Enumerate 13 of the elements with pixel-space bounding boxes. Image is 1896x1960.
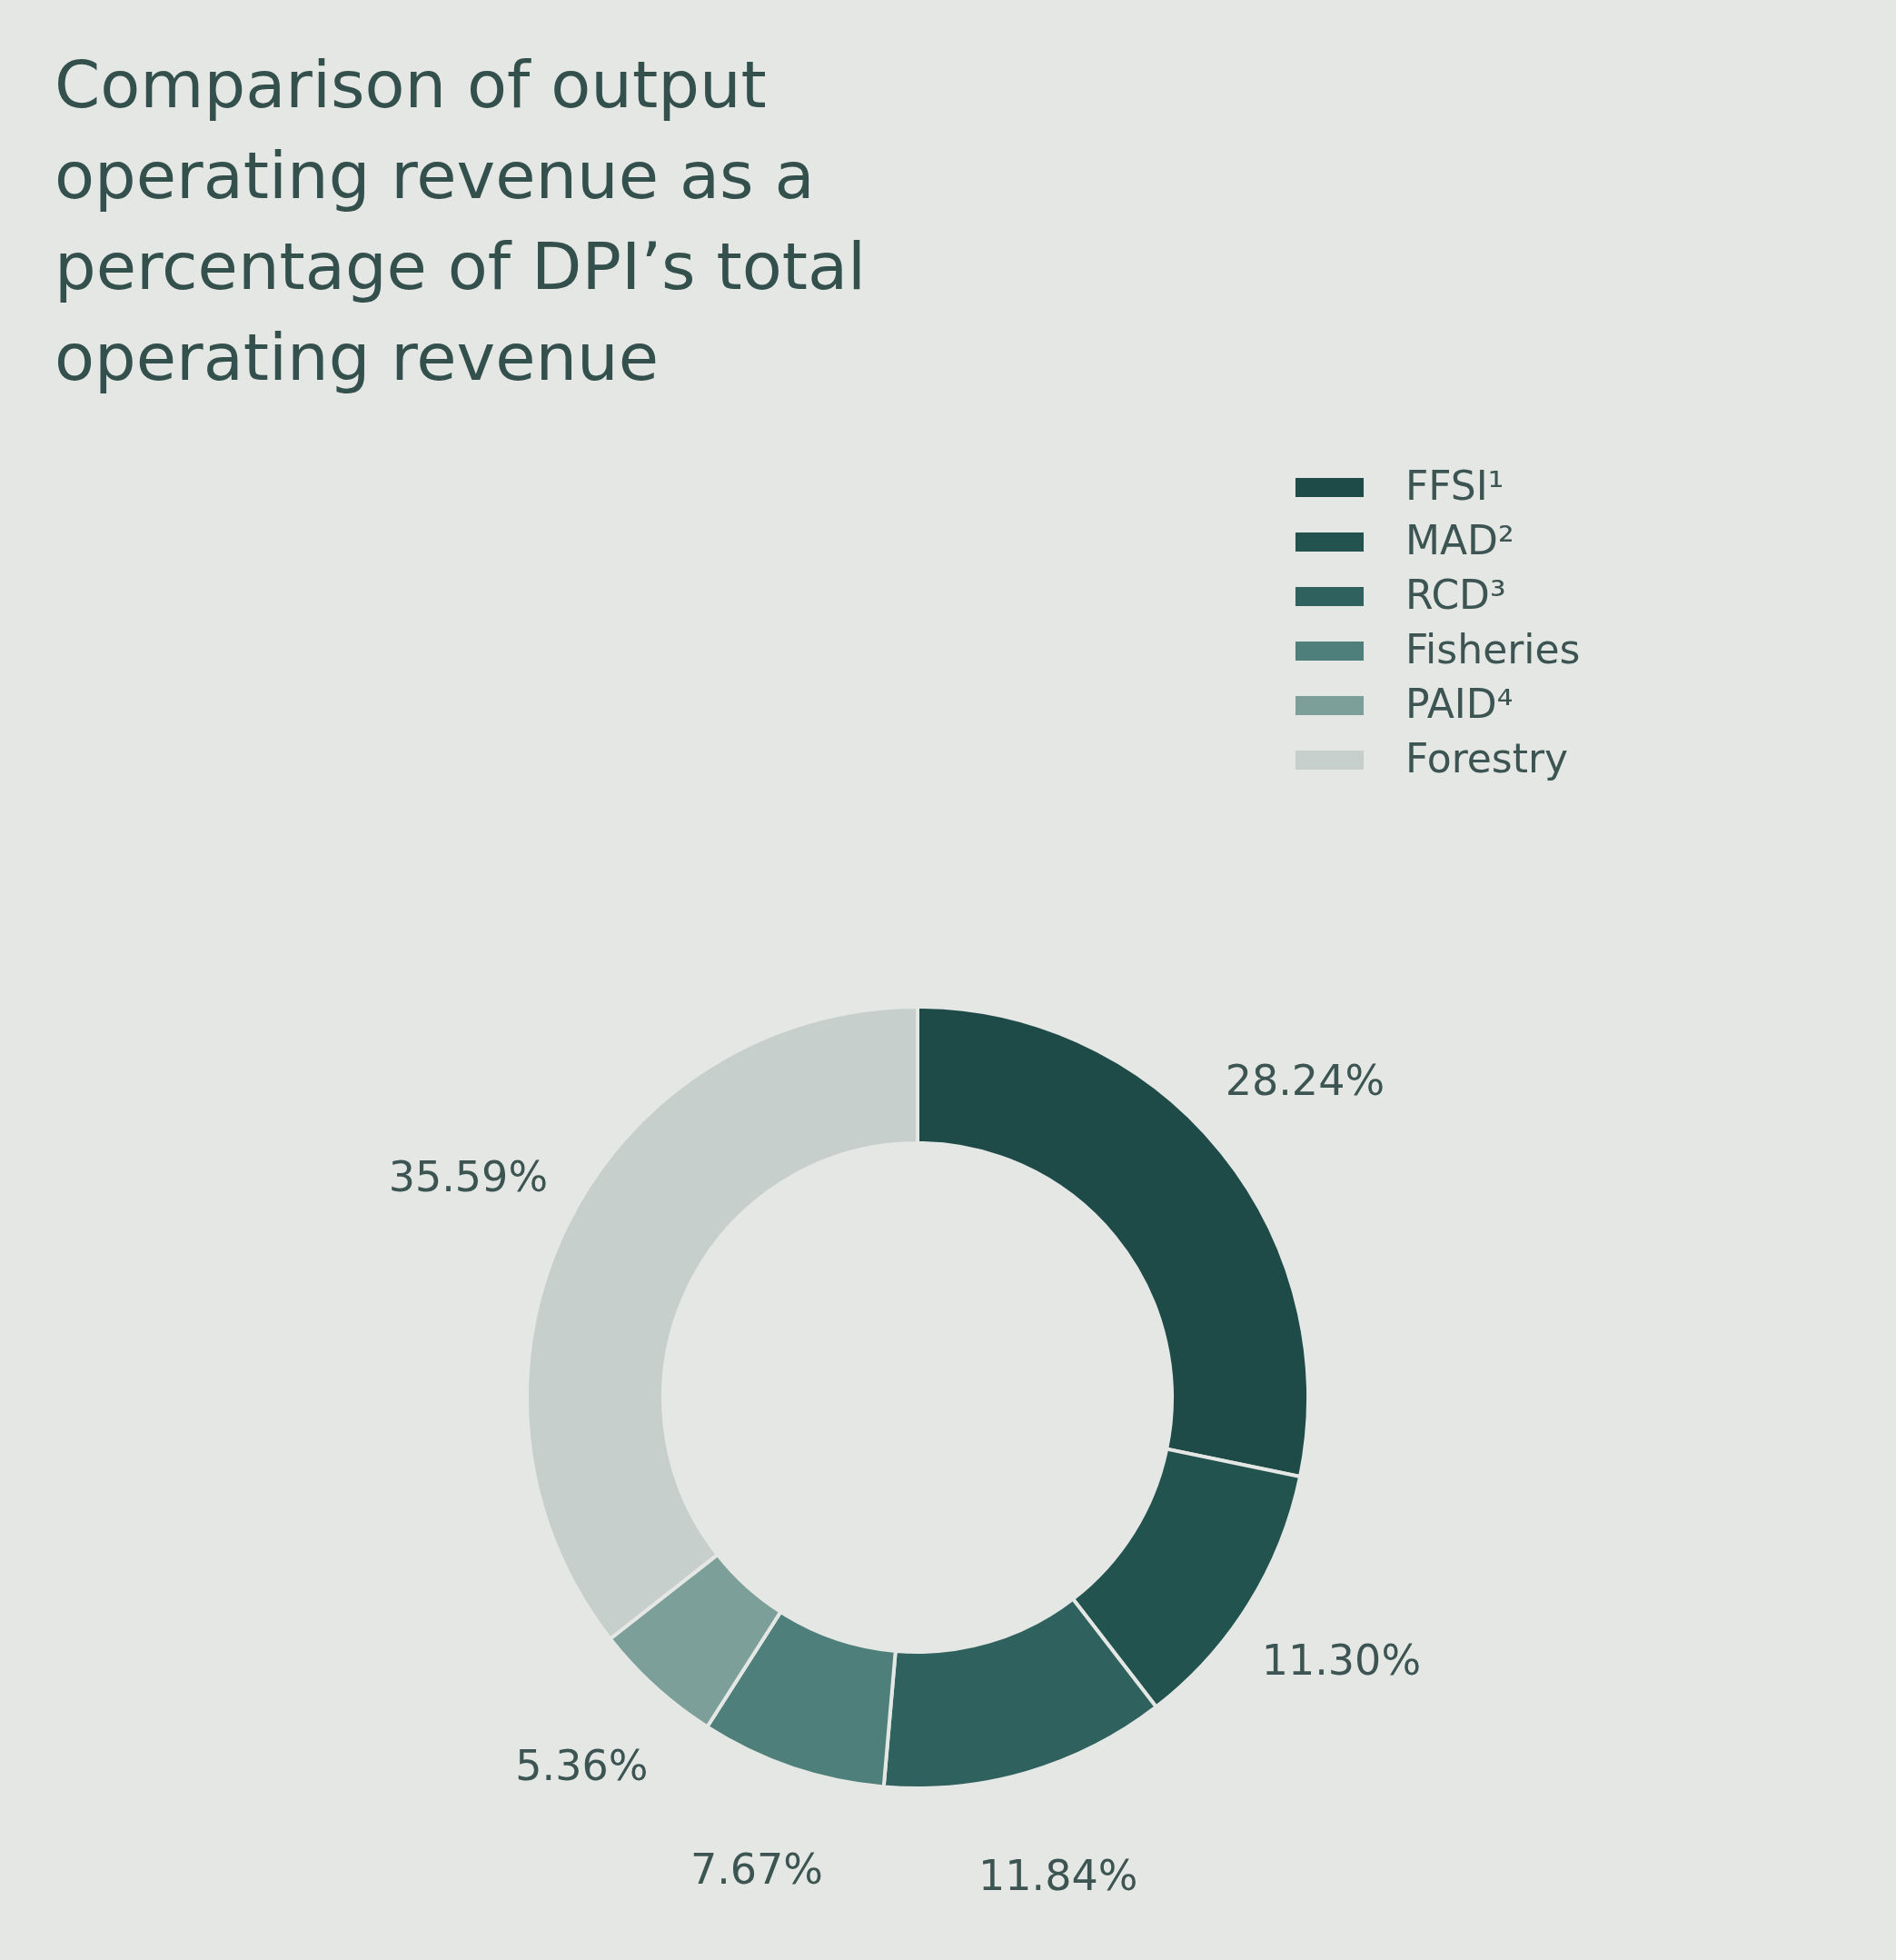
data-label: 11.84% — [978, 1850, 1138, 1900]
legend-label: Forestry — [1405, 734, 1569, 781]
legend-label: Fisheries — [1405, 625, 1581, 672]
data-label: 5.36% — [515, 1741, 649, 1791]
legend-label: PAID⁴ — [1405, 680, 1514, 727]
legend-label: MAD² — [1405, 516, 1514, 563]
data-label: 7.67% — [690, 1844, 824, 1894]
chart-title: Comparison of output operating revenue as a percentage of DPI’s total operating revenue — [55, 46, 867, 395]
legend-label: FFSI¹ — [1405, 462, 1504, 509]
data-label: 35.59% — [388, 1152, 549, 1202]
data-label: 11.30% — [1261, 1636, 1422, 1686]
legend-label: RCD³ — [1405, 571, 1506, 618]
data-label: 28.24% — [1225, 1055, 1385, 1105]
